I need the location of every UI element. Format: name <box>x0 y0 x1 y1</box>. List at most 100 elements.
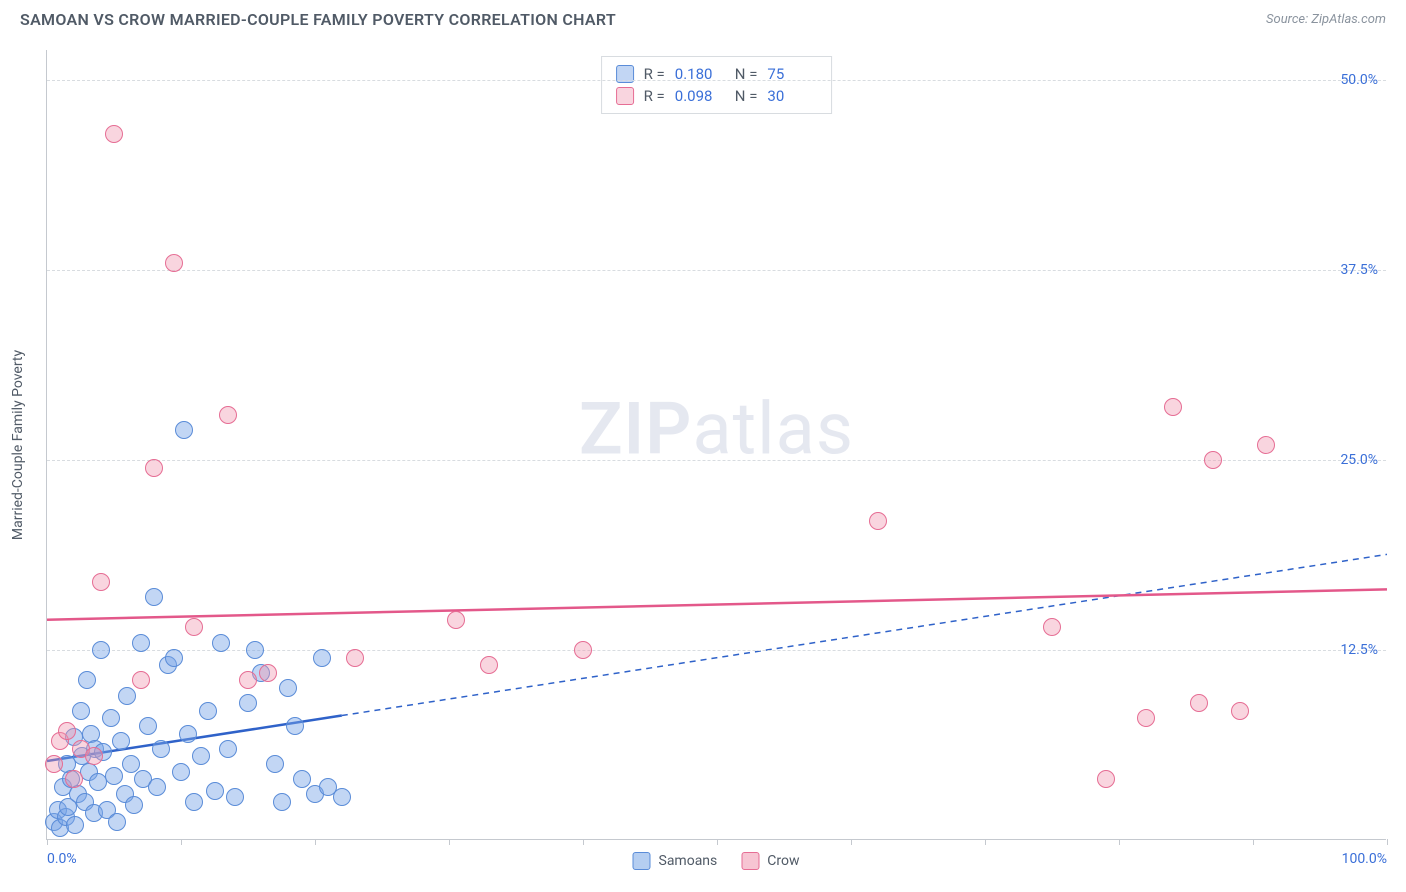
correlation-legend: R = 0.180N = 75 R = 0.098 N = 30 <box>601 56 833 114</box>
watermark-bold: ZIP <box>579 386 692 471</box>
plot-area: ZIPatlas R = 0.180N = 75R = 0.098N = 30 … <box>46 50 1386 840</box>
data-point <box>92 641 110 659</box>
data-point <box>279 679 297 697</box>
data-point <box>66 816 84 834</box>
x-tick <box>985 839 986 845</box>
data-point <box>102 709 120 727</box>
x-tick <box>851 839 852 845</box>
r-label: R = <box>644 87 665 105</box>
data-point <box>346 649 364 667</box>
data-point <box>148 778 166 796</box>
watermark: ZIPatlas <box>579 386 854 471</box>
data-point <box>199 702 217 720</box>
x-tick <box>181 839 182 845</box>
data-point <box>239 671 257 689</box>
data-point <box>165 254 183 272</box>
x-tick-label: 0.0% <box>47 851 77 867</box>
x-tick <box>1119 839 1120 845</box>
data-point <box>92 573 110 591</box>
data-point <box>145 459 163 477</box>
data-point <box>1097 770 1115 788</box>
data-point <box>1137 709 1155 727</box>
gridline <box>47 460 1386 461</box>
data-point <box>132 671 150 689</box>
data-point <box>574 641 592 659</box>
legend-swatch <box>741 852 759 870</box>
x-tick <box>315 839 316 845</box>
data-point <box>118 687 136 705</box>
x-tick <box>717 839 718 845</box>
data-point <box>132 634 150 652</box>
gridline <box>47 80 1386 81</box>
data-point <box>333 788 351 806</box>
data-point <box>165 649 183 667</box>
data-point <box>447 611 465 629</box>
data-point <box>175 421 193 439</box>
x-tick <box>1253 839 1254 845</box>
data-point <box>45 755 63 773</box>
data-point <box>480 656 498 674</box>
data-point <box>1043 618 1061 636</box>
data-point <box>212 634 230 652</box>
data-point <box>286 717 304 735</box>
data-point <box>105 767 123 785</box>
x-tick <box>1387 839 1388 845</box>
data-point <box>869 512 887 530</box>
data-point <box>145 588 163 606</box>
chart-container: Married-Couple Family Poverty ZIPatlas R… <box>46 50 1386 840</box>
legend-label: Samoans <box>659 853 718 869</box>
data-point <box>273 793 291 811</box>
data-point <box>239 694 257 712</box>
data-point <box>152 740 170 758</box>
legend-stat-row: R = 0.180N = 75 <box>616 63 818 85</box>
data-point <box>1164 398 1182 416</box>
data-point <box>293 770 311 788</box>
legend-swatch <box>633 852 651 870</box>
data-point <box>185 618 203 636</box>
legend-item: Crow <box>741 852 799 870</box>
y-tick-label: 12.5% <box>1340 642 1378 658</box>
watermark-light: atlas <box>692 386 854 471</box>
data-point <box>266 755 284 773</box>
y-axis-label: Married-Couple Family Poverty <box>10 350 26 540</box>
chart-title: SAMOAN VS CROW MARRIED-COUPLE FAMILY POV… <box>20 10 616 29</box>
data-point <box>246 641 264 659</box>
data-point <box>179 725 197 743</box>
x-tick <box>583 839 584 845</box>
data-point <box>206 782 224 800</box>
trend-lines <box>47 50 1387 840</box>
n-value: 30 <box>767 87 817 105</box>
x-tick-label: 100.0% <box>1342 851 1387 867</box>
data-point <box>108 813 126 831</box>
data-point <box>125 796 143 814</box>
r-value: 0.098 <box>675 87 725 105</box>
series-legend: Samoans Crow <box>633 852 800 870</box>
data-point <box>85 747 103 765</box>
x-tick <box>47 839 48 845</box>
data-point <box>259 664 277 682</box>
data-point <box>65 770 83 788</box>
data-point <box>1190 694 1208 712</box>
gridline <box>47 270 1386 271</box>
data-point <box>219 406 237 424</box>
data-point <box>185 793 203 811</box>
data-point <box>78 671 96 689</box>
source-attribution: Source: ZipAtlas.com <box>1266 12 1386 27</box>
x-tick <box>449 839 450 845</box>
data-point <box>1231 702 1249 720</box>
data-point <box>1204 451 1222 469</box>
data-point <box>122 755 140 773</box>
y-tick-label: 25.0% <box>1340 452 1378 468</box>
legend-item: Samoans <box>633 852 718 870</box>
n-label: N = <box>735 87 758 105</box>
data-point <box>219 740 237 758</box>
data-point <box>105 125 123 143</box>
data-point <box>139 717 157 735</box>
y-tick-label: 50.0% <box>1340 72 1378 88</box>
y-tick-label: 37.5% <box>1340 262 1378 278</box>
data-point <box>112 732 130 750</box>
data-point <box>1257 436 1275 454</box>
data-point <box>72 702 90 720</box>
data-point <box>172 763 190 781</box>
data-point <box>58 722 76 740</box>
